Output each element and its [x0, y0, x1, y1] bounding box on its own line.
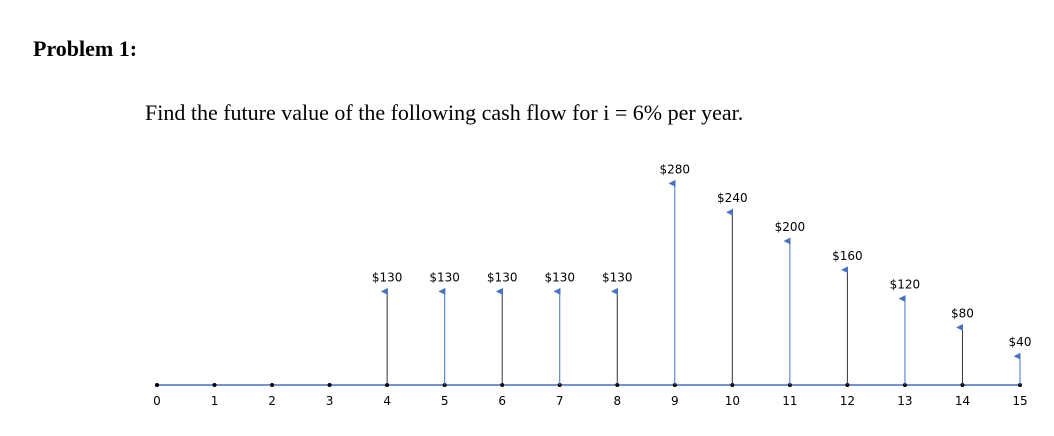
- cash-flow-label: $280: [660, 162, 691, 176]
- cash-flow-label: $130: [487, 270, 518, 284]
- period-label: 9: [671, 394, 679, 408]
- cash-flow-label: $160: [832, 249, 863, 263]
- period-label: 2: [268, 394, 276, 408]
- period-label: 15: [1012, 394, 1027, 408]
- period-label: 1: [211, 394, 219, 408]
- period-label: 10: [725, 394, 740, 408]
- period-label: 11: [782, 394, 797, 408]
- cash-flow-label: $80: [951, 306, 974, 320]
- period-dot: [327, 383, 332, 387]
- period-label: 14: [955, 394, 970, 408]
- cash-flow-label: $240: [717, 191, 748, 205]
- period-label: 7: [556, 394, 564, 408]
- cash-flow-label: $120: [890, 278, 921, 292]
- period-label: 13: [897, 394, 912, 408]
- cash-flow-label: $40: [1009, 335, 1032, 349]
- period-label: 3: [326, 394, 334, 408]
- period-dot: [212, 383, 217, 387]
- cash-flow-label: $130: [602, 270, 633, 284]
- period-label: 12: [840, 394, 855, 408]
- cash-flow-label: $200: [775, 220, 806, 234]
- period-label: 6: [498, 394, 506, 408]
- cash-flow-label: $130: [429, 270, 460, 284]
- period-dot: [155, 383, 159, 387]
- question: Find the future value of the following c…: [145, 100, 744, 125]
- period-label: 4: [383, 394, 391, 408]
- cash-flow-label: $130: [372, 270, 403, 284]
- period-dot: [270, 383, 275, 387]
- period-label: 8: [613, 394, 621, 408]
- period-label: 0: [153, 394, 161, 408]
- heading: Problem 1:: [33, 36, 138, 61]
- period-label: 5: [441, 394, 449, 408]
- cash-flow-label: $130: [544, 270, 575, 284]
